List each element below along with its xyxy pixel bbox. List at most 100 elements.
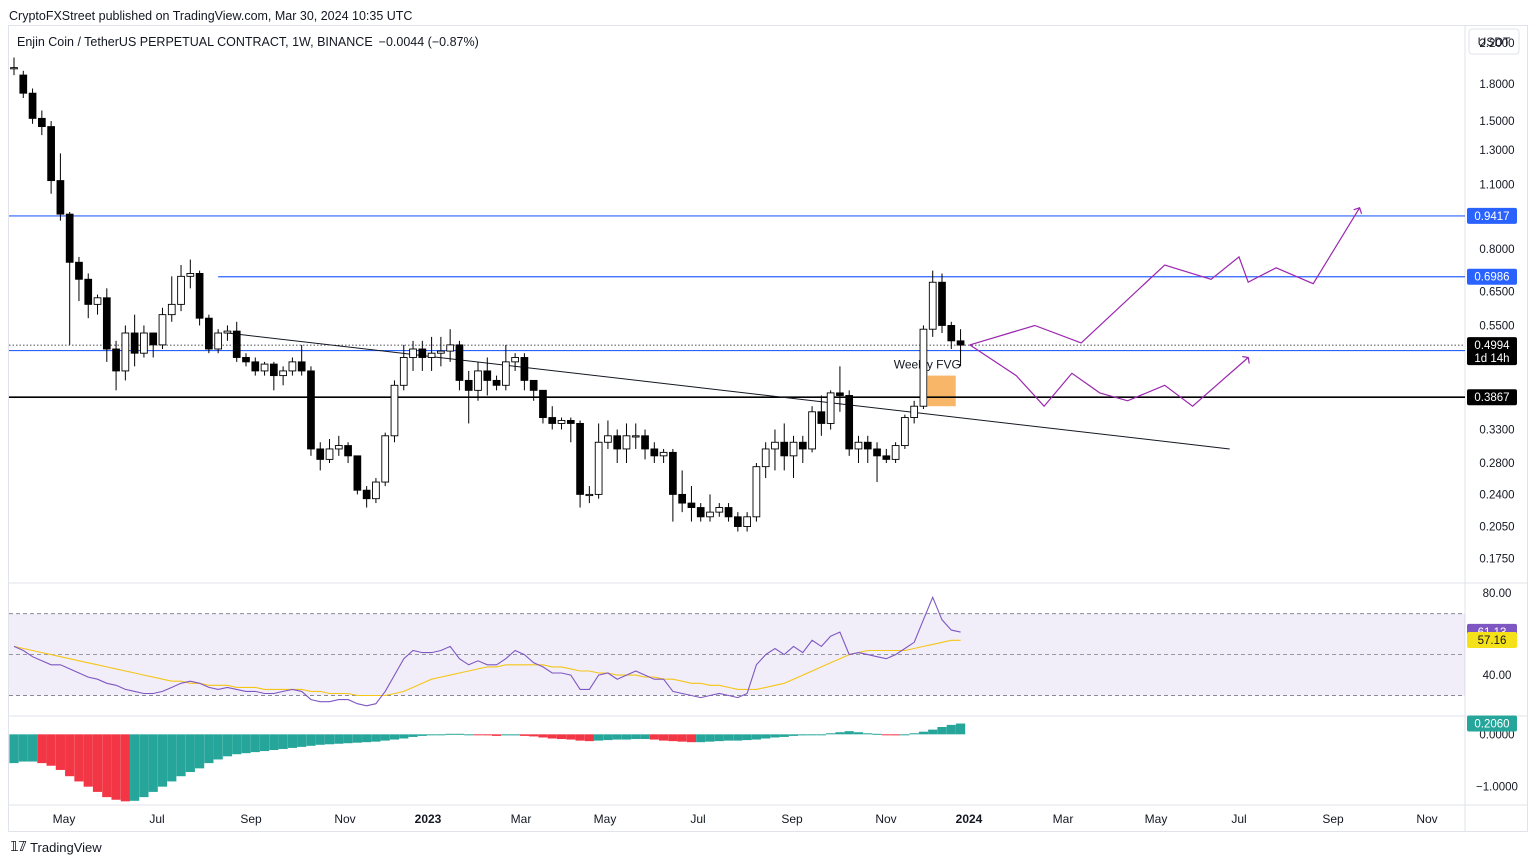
candle-body-24 (232, 330, 241, 358)
footer-brand[interactable]: TradingView (30, 839, 102, 855)
level-badge-3 (1467, 389, 1517, 406)
candle-body-30 (288, 361, 297, 372)
price-axis-ticks: 2.2000 1.8000 1.5000 1.3000 1.1000 0.8000 0.65… (1476, 38, 1518, 794)
currency-selector[interactable]: USDT (1468, 28, 1520, 55)
macd-bar-86 (807, 734, 817, 736)
macd-bar-43 (408, 734, 418, 737)
candle-body-17 (167, 303, 176, 316)
candle-body-44 (418, 348, 427, 358)
macd-bar-3 (37, 734, 47, 764)
candle-body-99 (928, 281, 937, 330)
price-tick-label-9: 0.2800 (1479, 458, 1514, 470)
candle-body-42 (399, 357, 408, 386)
candle-body-67 (631, 435, 640, 438)
macd-bar-4 (46, 734, 56, 766)
tradingview-logo-icon[interactable]: 𝟙𝟟 (10, 839, 27, 854)
macd-bar-50 (473, 734, 483, 736)
candle-body-20 (195, 272, 204, 319)
candle-body-21 (205, 317, 213, 350)
macd-bar-96 (900, 734, 910, 736)
candle-body-8 (84, 278, 93, 305)
candle-body-2 (28, 92, 37, 119)
macd-bar-94 (881, 734, 891, 736)
macd-bar-16 (157, 734, 168, 787)
macd-bar-31 (297, 734, 307, 747)
time-tick-label-7: Jul (690, 812, 705, 826)
macd-bar-55 (519, 734, 529, 736)
candle-body-43 (409, 348, 417, 358)
candle-body-1 (19, 74, 28, 94)
candle-body-87 (817, 411, 826, 424)
candle-body-31 (297, 361, 306, 372)
candle-body-102 (956, 340, 965, 346)
candle-body-51 (483, 370, 492, 381)
macd-bar-1 (18, 734, 28, 762)
candle-body-27 (260, 363, 269, 372)
macd-bar-75 (705, 734, 715, 742)
candle-body-79 (743, 516, 751, 527)
candle-body-94 (882, 455, 891, 460)
macd-bar-22 (213, 734, 223, 760)
candle-body-19 (186, 272, 195, 277)
candle-body-40 (381, 435, 390, 483)
rsi-ma-line (13, 639, 961, 697)
macd-bar-26 (250, 734, 260, 753)
macd-bar-76 (714, 734, 724, 742)
macd-bar-29 (278, 734, 288, 749)
macd-bar-2 (27, 734, 38, 762)
macd-bar-97 (909, 733, 919, 735)
macd-bar-45 (427, 734, 437, 736)
candle-body-23 (223, 330, 232, 334)
candle-body-81 (761, 448, 770, 468)
candle-body-13 (130, 332, 139, 354)
candle-body-22 (214, 332, 223, 350)
candle-body-90 (845, 395, 854, 450)
macd-bar-35 (334, 734, 344, 744)
candle-body-98 (919, 328, 928, 407)
macd-bar-62 (584, 734, 594, 742)
candle-body-49 (464, 379, 473, 391)
macd-bar-92 (863, 733, 873, 735)
trendline (227, 332, 1230, 450)
time-tick-label-0: May (53, 812, 76, 826)
macd-bar-10 (102, 734, 112, 798)
macd-bar-63 (594, 734, 604, 741)
time-tick-label-15: Nov (1416, 812, 1437, 826)
candle-body-38 (362, 489, 371, 500)
candle-body-61 (576, 422, 584, 495)
chart-canvas[interactable]: USDT Enjin Coin / TetherUS PERPETUAL CON… (9, 26, 1527, 831)
candle-body-89 (836, 392, 844, 396)
macd-bar-24 (232, 734, 242, 755)
footer: 𝟙𝟟 TradingView (10, 839, 102, 855)
candle-body-91 (854, 441, 863, 450)
level-badge-label-1: 0.6986 (1474, 272, 1509, 284)
macd-bar-91 (853, 732, 864, 735)
fvg-zone (927, 375, 956, 407)
candle-body-45 (427, 352, 436, 358)
macd-bar-5 (55, 734, 65, 770)
macd-bar-19 (185, 734, 195, 773)
candle-body-0 (10, 67, 18, 70)
candle-body-64 (604, 435, 612, 443)
candle-body-74 (696, 507, 705, 518)
time-tick-label-14: Sep (1322, 812, 1344, 826)
rsi-ma-value-badge (1467, 631, 1517, 648)
candle-body-76 (715, 507, 724, 513)
candle-body-35 (334, 445, 343, 450)
macd-bar-39 (371, 734, 381, 742)
macd-bar-74 (696, 734, 706, 743)
price-tick-label-1: 1.8000 (1479, 79, 1514, 91)
macd-bar-36 (343, 734, 353, 744)
price-tick-label-6: 0.6500 (1479, 286, 1514, 298)
macd-bar-58 (547, 734, 557, 739)
macd-bar-30 (287, 734, 297, 748)
macd-bar-89 (835, 732, 845, 735)
macd-bar-48 (454, 733, 465, 735)
macd-bar-56 (529, 734, 539, 737)
price-tick-label-3: 1.3000 (1479, 145, 1514, 157)
macd-bar-33 (315, 734, 325, 745)
rsi-group (13, 595, 961, 707)
price-tick-label-5: 0.8000 (1479, 244, 1514, 256)
candle-body-63 (594, 441, 603, 495)
macd-bar-83 (779, 734, 789, 737)
